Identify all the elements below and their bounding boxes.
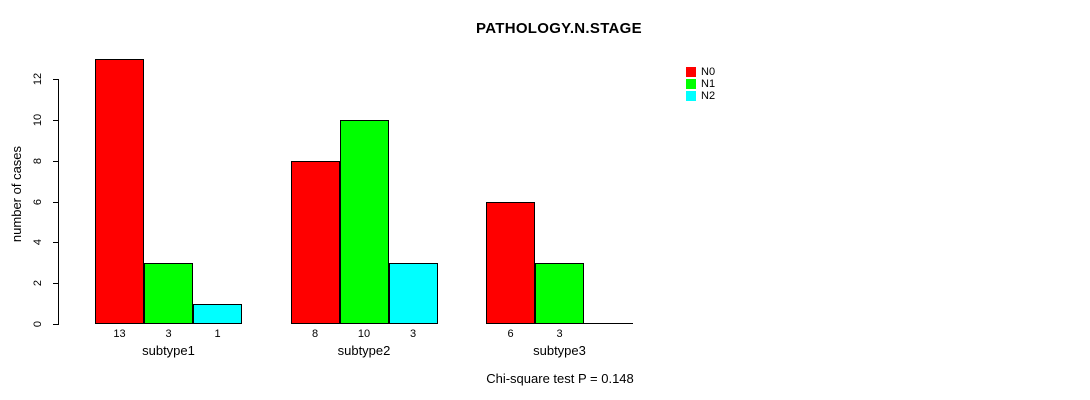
bar-subtype1-N2 xyxy=(193,303,242,324)
legend-label: N0 xyxy=(701,66,716,78)
y-axis-line xyxy=(58,79,59,325)
legend: N0 N1 N2 xyxy=(686,66,715,102)
legend-swatch-N1 xyxy=(686,79,696,89)
y-tick-label: 8 xyxy=(32,157,44,165)
legend-label: N1 xyxy=(701,78,716,90)
y-tick-label: 2 xyxy=(32,279,44,287)
legend-item-N1: N1 xyxy=(686,78,715,90)
bar-value-label: 3 xyxy=(556,328,563,340)
bar-subtype2-N0 xyxy=(290,160,340,324)
y-tick-label: 6 xyxy=(32,198,44,206)
legend-item-N0: N0 xyxy=(686,66,715,78)
y-tick-label: 12 xyxy=(32,72,44,86)
y-tick xyxy=(53,242,58,243)
bar-value-label: 8 xyxy=(311,328,319,340)
bar-value-label: 13 xyxy=(113,328,126,340)
bar-subtype3-N1 xyxy=(535,262,584,324)
legend-label: N2 xyxy=(701,90,716,102)
y-tick xyxy=(53,283,58,284)
y-tick-label: 0 xyxy=(32,320,44,328)
category-label-subtype2: subtype2 xyxy=(337,343,391,358)
y-tick xyxy=(53,202,58,203)
annotation-text: Chi-square test P = 0.148 xyxy=(486,371,634,386)
y-tick xyxy=(53,120,58,121)
y-axis-label: number of cases xyxy=(9,145,24,243)
y-tick-label: 4 xyxy=(32,238,44,246)
legend-swatch-N0 xyxy=(686,67,696,77)
bar-subtype1-N1 xyxy=(144,262,193,324)
bar-value-label: 6 xyxy=(507,328,514,340)
bar-value-label: 10 xyxy=(357,328,371,340)
bar-value-label: 3 xyxy=(165,328,172,340)
bar-value-label: 1 xyxy=(214,328,221,340)
category-label-subtype3: subtype3 xyxy=(533,343,586,358)
y-tick xyxy=(53,324,58,325)
bar-value-label: 3 xyxy=(409,328,417,340)
y-tick xyxy=(53,79,58,80)
y-tick-label: 10 xyxy=(32,113,44,127)
chart-title: PATHOLOGY.N.STAGE xyxy=(476,20,642,37)
bar-subtype2-N1 xyxy=(339,119,389,324)
bar-subtype3-N2-zero xyxy=(584,323,633,324)
bar-subtype2-N2 xyxy=(388,262,438,324)
legend-item-N2: N2 xyxy=(686,90,715,102)
y-tick xyxy=(53,161,58,162)
bar-subtype3-N0 xyxy=(486,201,535,324)
legend-swatch-N2 xyxy=(686,91,696,101)
category-label-subtype1: subtype1 xyxy=(142,343,195,358)
bar-subtype1-N0 xyxy=(95,58,144,324)
